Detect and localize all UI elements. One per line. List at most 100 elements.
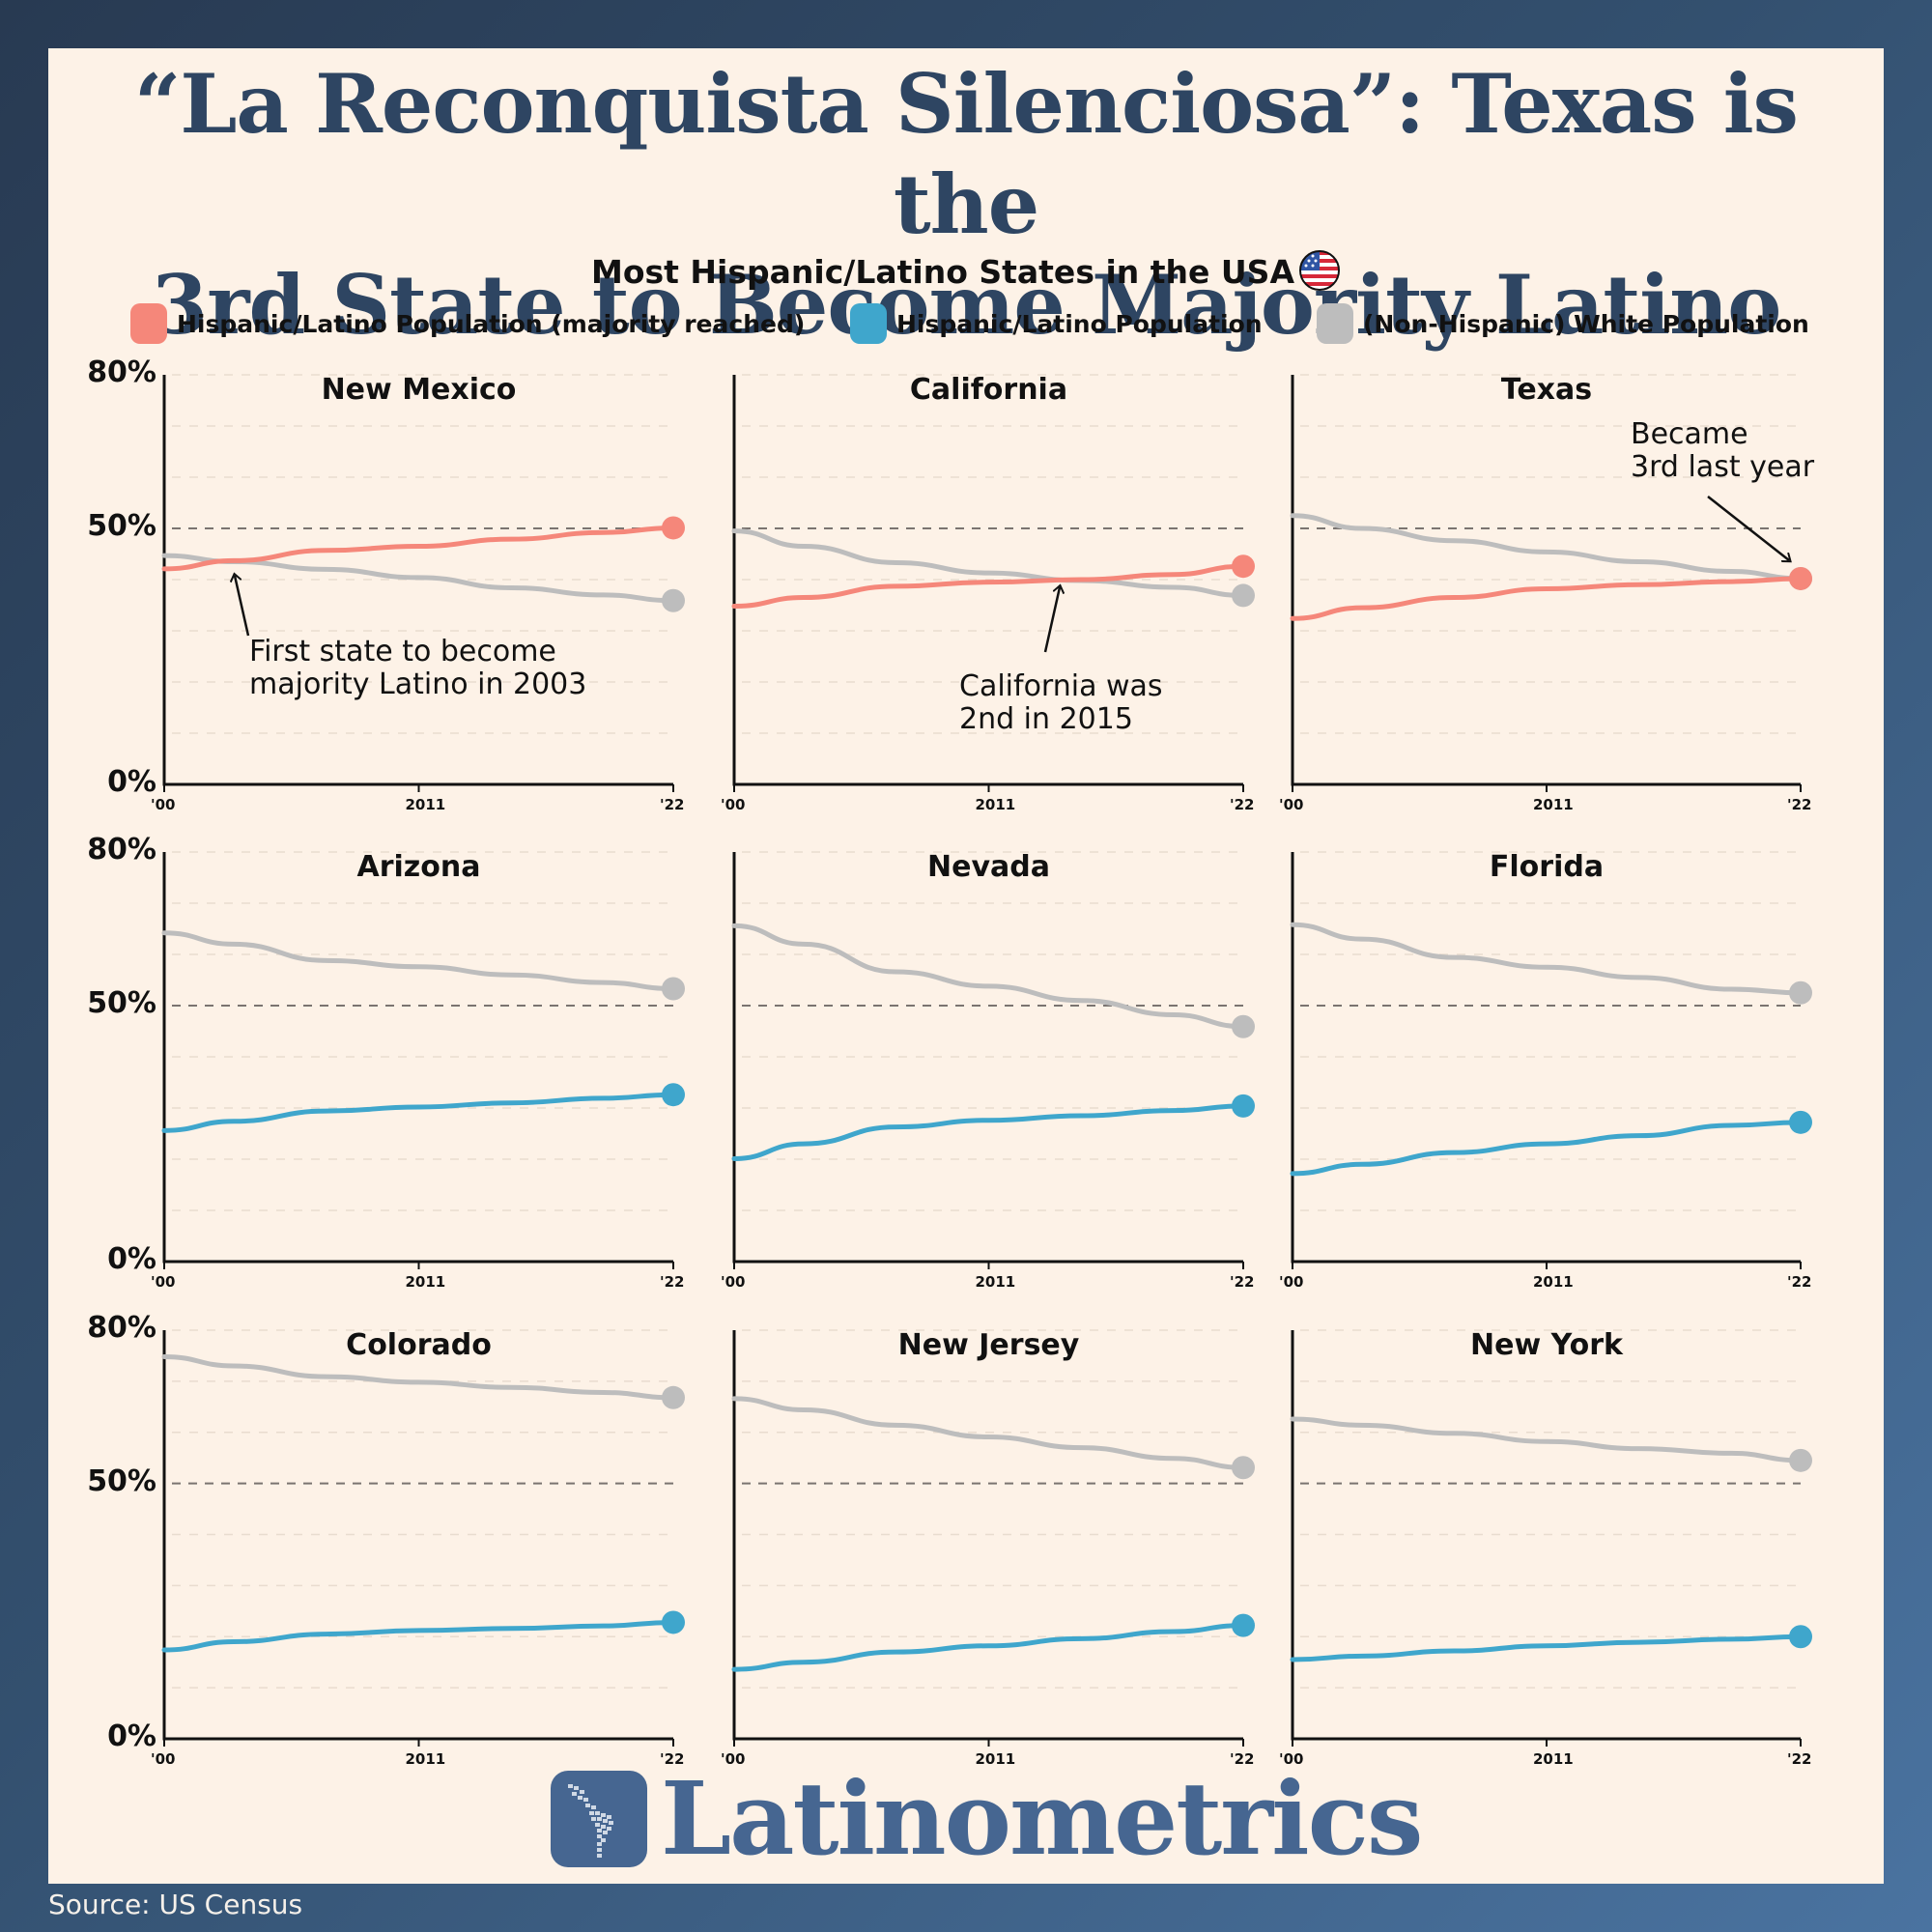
x-axis-label: '00 xyxy=(721,796,746,813)
white-endpoint-marker xyxy=(1232,1014,1255,1038)
panel-arizona: Arizona 80% 50% 0% '00 2011 '22 xyxy=(87,833,685,1291)
panel-title: Colorado xyxy=(346,1328,492,1362)
legend-item-majority: Hispanic/Latino Population (majority rea… xyxy=(130,303,805,344)
y-axis-label: 0% xyxy=(107,1719,156,1753)
hispanic-endpoint-marker xyxy=(662,516,685,540)
x-axis-label: '00 xyxy=(151,1750,176,1768)
annotation-new-mexico: First state to become majority Latino in… xyxy=(249,636,586,701)
x-axis-label: '22 xyxy=(1787,1273,1812,1291)
y-axis-label: 0% xyxy=(107,1242,156,1276)
y-axis-label: 80% xyxy=(87,1311,156,1345)
x-axis-label: 2011 xyxy=(975,1750,1016,1768)
panel-title: Florida xyxy=(1489,850,1605,884)
x-axis-label: 2011 xyxy=(975,796,1016,813)
x-axis-label: 2011 xyxy=(975,1273,1016,1291)
x-axis-label: '00 xyxy=(721,1273,746,1291)
chart-subtitle: Most Hispanic/Latino States in the USA xyxy=(48,249,1884,292)
white-population-line xyxy=(731,528,1246,598)
x-axis-label: '22 xyxy=(660,1273,685,1291)
white-endpoint-marker xyxy=(662,977,685,1001)
x-axis-label: '22 xyxy=(1787,796,1812,813)
infographic-card: “La Reconquista Silenciosa”: Texas is th… xyxy=(48,48,1884,1884)
subtitle-text: Most Hispanic/Latino States in the USA xyxy=(591,253,1294,291)
x-axis-label: '22 xyxy=(1230,1273,1255,1291)
line-chart xyxy=(161,1329,685,1747)
hispanic-population-line xyxy=(1290,1120,1804,1177)
line-chart xyxy=(731,1329,1255,1747)
panel-title: New Mexico xyxy=(321,373,517,407)
annotation-arrows xyxy=(48,496,1884,653)
annotation-line: 2nd in 2015 xyxy=(959,702,1133,736)
latin-america-map-icon xyxy=(551,1771,647,1867)
hispanic-endpoint-marker xyxy=(1789,1625,1812,1649)
legend-swatch-majority xyxy=(130,303,167,344)
annotation-line: 3rd last year xyxy=(1631,450,1815,484)
legend-item-white: (Non-Hispanic) White Population xyxy=(1317,303,1809,344)
x-axis-label: 2011 xyxy=(405,1273,446,1291)
x-axis-label: '22 xyxy=(1787,1750,1812,1768)
line-chart xyxy=(731,374,1255,792)
line-chart xyxy=(1290,1329,1812,1747)
panel-title: Nevada xyxy=(927,850,1050,884)
hispanic-population-line xyxy=(731,563,1246,610)
legend-label: (Non-Hispanic) White Population xyxy=(1363,309,1809,338)
white-population-line xyxy=(1290,513,1804,582)
annotation-line: First state to become xyxy=(249,635,556,668)
x-axis-label: '22 xyxy=(1230,796,1255,813)
panel-title: California xyxy=(909,373,1068,407)
white-endpoint-marker xyxy=(1232,1456,1255,1480)
x-axis-label: 2011 xyxy=(1533,1273,1574,1291)
white-population-line xyxy=(731,923,1246,1030)
y-axis-label: 50% xyxy=(87,986,156,1020)
line-chart xyxy=(731,851,1255,1269)
hispanic-population-line xyxy=(161,1092,676,1133)
title-line-1: “La Reconquista Silenciosa”: Texas is th… xyxy=(134,56,1799,252)
hispanic-population-line xyxy=(161,525,676,572)
annotation-california: California was 2nd in 2015 xyxy=(959,670,1163,736)
panel-california: California '00 2011 '22 xyxy=(721,373,1255,813)
hispanic-endpoint-marker xyxy=(1232,1094,1255,1118)
hispanic-population-line xyxy=(731,1623,1246,1672)
x-axis-label: 2011 xyxy=(405,1750,446,1768)
x-axis-label: 2011 xyxy=(1533,796,1574,813)
source-note: Source: US Census xyxy=(48,1889,303,1920)
x-axis-label: '00 xyxy=(1279,1273,1304,1291)
y-axis-label: 50% xyxy=(87,509,156,543)
page-title: “La Reconquista Silenciosa”: Texas is th… xyxy=(48,54,1884,355)
white-population-line xyxy=(1290,922,1804,996)
y-axis-label: 50% xyxy=(87,1463,156,1498)
line-chart xyxy=(1290,374,1812,792)
line-chart xyxy=(161,851,685,1269)
x-axis-label: '00 xyxy=(151,1273,176,1291)
x-axis-label: '00 xyxy=(151,796,176,813)
annotation-texas: Became 3rd last year xyxy=(1631,418,1814,484)
white-population-line xyxy=(731,1396,1246,1470)
y-axis-label: 0% xyxy=(107,765,156,799)
arrow-icon xyxy=(1043,587,1060,653)
chart-legend: Hispanic/Latino Population (majority rea… xyxy=(48,303,1884,346)
annotation-line: California was xyxy=(959,669,1163,703)
title-line-2: 3rd State to Become Majority Latino xyxy=(151,257,1781,353)
white-endpoint-marker xyxy=(662,588,685,612)
annotation-line: Became xyxy=(1631,417,1748,451)
legend-item-hispanic: Hispanic/Latino Population xyxy=(850,303,1263,344)
us-flag-icon xyxy=(1298,249,1341,292)
panel-texas: Texas '00 2011 '22 xyxy=(1279,373,1812,813)
hispanic-endpoint-marker xyxy=(1789,566,1812,590)
panel-title: New York xyxy=(1470,1328,1623,1362)
panel-new-jersey: New Jersey '00 2011 '22 xyxy=(721,1328,1255,1768)
panel-nevada: Nevada '00 2011 '22 xyxy=(721,850,1255,1291)
white-endpoint-marker xyxy=(1789,1448,1812,1472)
hispanic-endpoint-marker xyxy=(1232,554,1255,579)
hispanic-endpoint-marker xyxy=(662,1083,685,1107)
line-chart xyxy=(1290,851,1812,1269)
x-axis-label: '00 xyxy=(721,1750,746,1768)
white-population-line xyxy=(1290,1416,1804,1463)
brand-name: Latinometrics xyxy=(661,1759,1423,1878)
x-axis-label: '00 xyxy=(1279,1750,1304,1768)
panel-title: Texas xyxy=(1500,373,1593,407)
annotation-line: majority Latino in 2003 xyxy=(249,668,587,701)
y-axis-label: 80% xyxy=(87,833,156,867)
hispanic-population-line xyxy=(731,1103,1246,1161)
panel-new-york: New York '00 2011 '22 xyxy=(1279,1328,1812,1768)
